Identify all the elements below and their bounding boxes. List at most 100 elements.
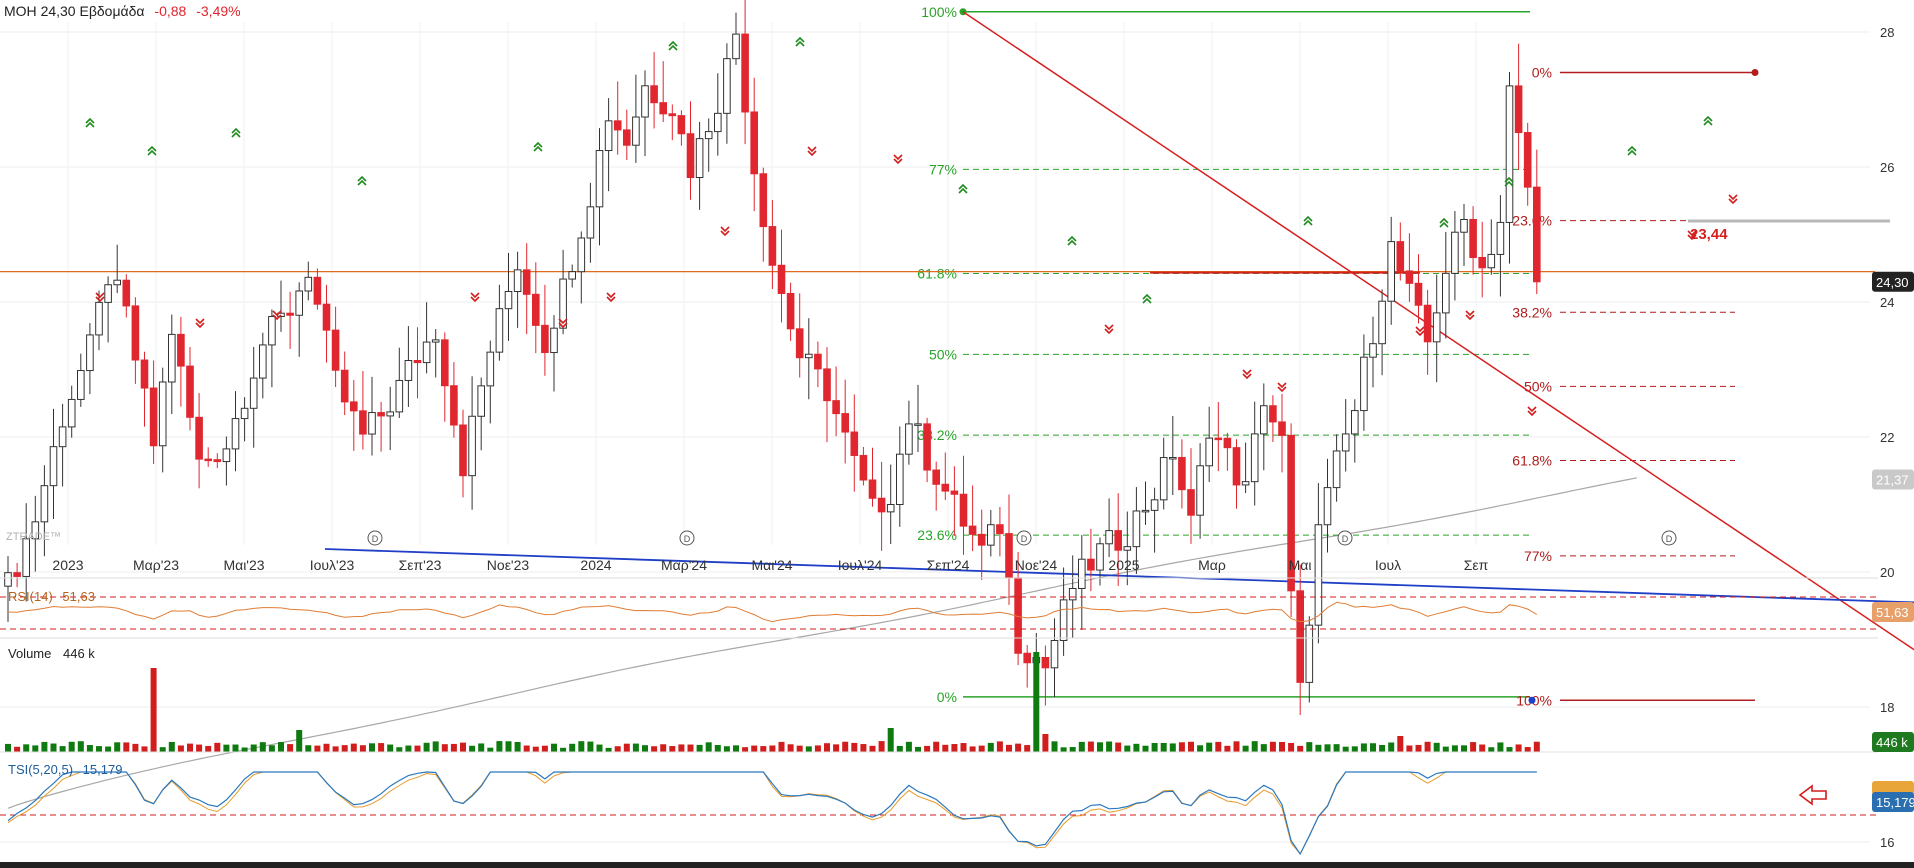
swing-high-marker	[85, 117, 95, 128]
rsi-value-tag-bg	[1872, 602, 1914, 622]
volume-bar	[660, 744, 667, 752]
swing-low-marker	[195, 318, 205, 329]
candle-body	[1351, 410, 1359, 435]
volume-bar	[1297, 745, 1304, 752]
fib-right-label: 23.6%	[1512, 213, 1552, 229]
candle-body	[1269, 405, 1277, 423]
volume-bar	[915, 746, 921, 752]
candle-body	[886, 503, 895, 513]
candle-body	[950, 490, 959, 495]
swing-low-marker	[1415, 326, 1425, 337]
candle-body	[1178, 456, 1186, 491]
rsi-name: RSI(14)	[8, 589, 53, 604]
candle-body	[650, 85, 658, 104]
candle-body	[1059, 599, 1068, 641]
candle-body	[1041, 657, 1050, 669]
tsi-label: TSI(5,20,5) 15,179	[8, 762, 122, 777]
time-tick-label: Μαρ'24	[661, 557, 707, 573]
candle-body	[1023, 652, 1032, 664]
candle-body	[168, 333, 176, 383]
volume-bar	[59, 746, 66, 752]
volume-bar	[414, 745, 421, 752]
swing-low-marker	[807, 146, 817, 157]
candle-body	[259, 344, 267, 379]
trendlines	[0, 11, 1914, 651]
fib-left-label: 23.6%	[917, 527, 957, 543]
candle-body	[431, 339, 440, 343]
candle-body	[968, 525, 977, 535]
candle-body	[850, 431, 859, 456]
candle-body	[586, 206, 595, 239]
volume-bar	[1470, 742, 1477, 752]
candle-body	[1460, 218, 1468, 233]
candle-body	[613, 120, 622, 131]
tsi-value-tag-bg	[1872, 792, 1914, 812]
volume-bar	[1087, 741, 1094, 752]
swing-high-marker	[795, 36, 805, 47]
volume-bar	[105, 746, 112, 752]
candle-body	[1387, 241, 1396, 302]
candle-body	[1078, 558, 1086, 589]
candle-body	[1114, 530, 1123, 551]
volume-bar	[1115, 742, 1122, 752]
candle-body	[1068, 587, 1077, 601]
volume-bar	[223, 744, 230, 752]
candle-body	[859, 454, 868, 481]
candle-body	[668, 113, 677, 117]
candle-body	[404, 360, 413, 381]
candle-body	[340, 369, 349, 403]
candle-body	[213, 459, 222, 463]
candle-body	[659, 102, 668, 115]
candle-body	[395, 379, 404, 413]
candle-body	[841, 413, 850, 433]
tsi-value-tag: 15,179	[1876, 795, 1914, 810]
candlesticks	[4, 0, 1541, 715]
volume-bar	[187, 743, 193, 752]
volume-bar	[241, 747, 248, 752]
candle-body	[641, 85, 649, 118]
volume-bar	[1351, 746, 1358, 752]
candle-body	[1141, 509, 1150, 513]
volume-bar	[1306, 742, 1313, 752]
candle-body	[1132, 510, 1141, 548]
volume-bar	[1160, 742, 1167, 752]
price-tick-label: 18	[1880, 700, 1894, 715]
candle-body	[77, 370, 85, 400]
candle-body	[714, 112, 722, 133]
candle-body	[313, 276, 322, 305]
tsi-panel	[0, 771, 1878, 856]
candle-body	[550, 327, 558, 354]
candle-body	[723, 58, 731, 114]
candle-body	[477, 385, 485, 417]
volume-bar	[205, 745, 212, 752]
dividend-marker	[367, 530, 383, 546]
swing-high-marker	[357, 175, 367, 186]
volume-bar	[268, 745, 275, 752]
volume-bar	[405, 745, 412, 752]
volume-bar	[1060, 747, 1067, 752]
candle-body	[777, 264, 786, 294]
swing-high-marker	[1504, 176, 1514, 187]
volume-bar	[250, 744, 257, 752]
candle-body	[58, 426, 67, 448]
candle-body	[504, 291, 513, 310]
candle-body	[1396, 241, 1405, 272]
volume-bar	[1315, 744, 1322, 752]
volume-bar	[1124, 745, 1131, 752]
volume-bar	[1524, 747, 1531, 752]
volume-bar	[587, 741, 594, 752]
volume-bar	[196, 744, 203, 752]
ma-value-tag: 21,37	[1876, 473, 1909, 488]
candle-body	[441, 339, 449, 387]
volume-bar	[23, 744, 30, 752]
volume-bar	[1197, 745, 1204, 752]
volume-value-tag: 446 k	[1876, 735, 1908, 750]
swing-low-marker	[1527, 406, 1537, 417]
swing-high-marker	[1703, 115, 1713, 126]
volume-bar	[77, 741, 84, 752]
period: Εβδομάδα	[79, 3, 145, 19]
candle-body	[568, 271, 577, 280]
rsi-line	[7, 601, 1538, 623]
moving-average	[7, 477, 1638, 809]
